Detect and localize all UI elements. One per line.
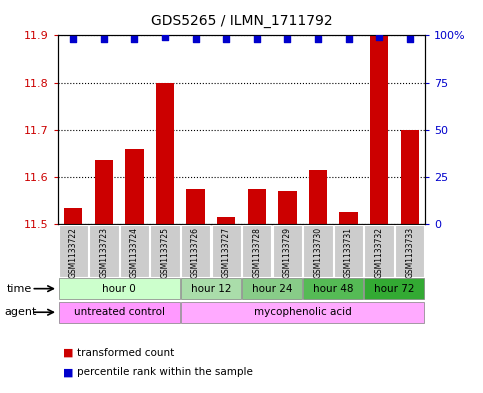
FancyBboxPatch shape — [303, 278, 363, 299]
FancyBboxPatch shape — [181, 224, 210, 277]
Bar — [248, 189, 266, 224]
Text: GSM1133724: GSM1133724 — [130, 227, 139, 278]
FancyBboxPatch shape — [242, 224, 271, 277]
FancyBboxPatch shape — [150, 224, 180, 277]
Point — [284, 36, 291, 42]
Text: ■: ■ — [63, 367, 73, 377]
Text: hour 12: hour 12 — [191, 284, 231, 294]
FancyBboxPatch shape — [181, 278, 241, 299]
Text: GSM1133733: GSM1133733 — [405, 227, 414, 278]
Point — [345, 36, 353, 42]
Bar — [400, 130, 419, 224]
Bar — [95, 160, 113, 224]
Point — [375, 34, 383, 40]
FancyBboxPatch shape — [58, 224, 88, 277]
Text: hour 24: hour 24 — [252, 284, 292, 294]
Point — [222, 36, 230, 42]
Text: mycophenolic acid: mycophenolic acid — [254, 307, 352, 318]
Text: untreated control: untreated control — [73, 307, 165, 318]
Bar — [186, 189, 205, 224]
Point — [161, 34, 169, 40]
Bar — [64, 208, 83, 224]
Text: GSM1133722: GSM1133722 — [69, 227, 78, 277]
FancyBboxPatch shape — [242, 278, 302, 299]
FancyBboxPatch shape — [365, 278, 425, 299]
Text: time: time — [6, 284, 31, 294]
FancyBboxPatch shape — [395, 224, 425, 277]
Bar — [309, 170, 327, 224]
Text: percentile rank within the sample: percentile rank within the sample — [77, 367, 253, 377]
FancyBboxPatch shape — [334, 224, 363, 277]
Bar — [370, 35, 388, 224]
Point — [100, 36, 108, 42]
Text: GSM1133732: GSM1133732 — [375, 227, 384, 278]
Point — [253, 36, 261, 42]
Text: agent: agent — [5, 307, 37, 318]
FancyBboxPatch shape — [89, 224, 118, 277]
Text: transformed count: transformed count — [77, 348, 174, 358]
Text: GSM1133728: GSM1133728 — [252, 227, 261, 277]
Text: hour 72: hour 72 — [374, 284, 415, 294]
Bar — [156, 83, 174, 224]
Point — [314, 36, 322, 42]
FancyBboxPatch shape — [58, 278, 180, 299]
Text: GSM1133727: GSM1133727 — [222, 227, 231, 278]
Point — [192, 36, 199, 42]
Text: GSM1133723: GSM1133723 — [99, 227, 108, 278]
Text: GSM1133729: GSM1133729 — [283, 227, 292, 278]
FancyBboxPatch shape — [273, 224, 302, 277]
Text: hour 48: hour 48 — [313, 284, 354, 294]
FancyBboxPatch shape — [181, 302, 425, 323]
Bar — [340, 212, 358, 224]
FancyBboxPatch shape — [212, 224, 241, 277]
Point — [130, 36, 138, 42]
Text: hour 0: hour 0 — [102, 284, 136, 294]
Bar — [217, 217, 235, 224]
FancyBboxPatch shape — [303, 224, 333, 277]
Bar — [278, 191, 297, 224]
FancyBboxPatch shape — [120, 224, 149, 277]
Text: GSM1133730: GSM1133730 — [313, 227, 323, 278]
Text: GDS5265 / ILMN_1711792: GDS5265 / ILMN_1711792 — [151, 14, 332, 28]
Point — [70, 36, 77, 42]
FancyBboxPatch shape — [365, 224, 394, 277]
Text: GSM1133726: GSM1133726 — [191, 227, 200, 278]
FancyBboxPatch shape — [58, 302, 180, 323]
Point — [406, 36, 413, 42]
Text: ■: ■ — [63, 348, 73, 358]
Text: GSM1133725: GSM1133725 — [160, 227, 170, 278]
Bar — [125, 149, 143, 224]
Text: GSM1133731: GSM1133731 — [344, 227, 353, 278]
